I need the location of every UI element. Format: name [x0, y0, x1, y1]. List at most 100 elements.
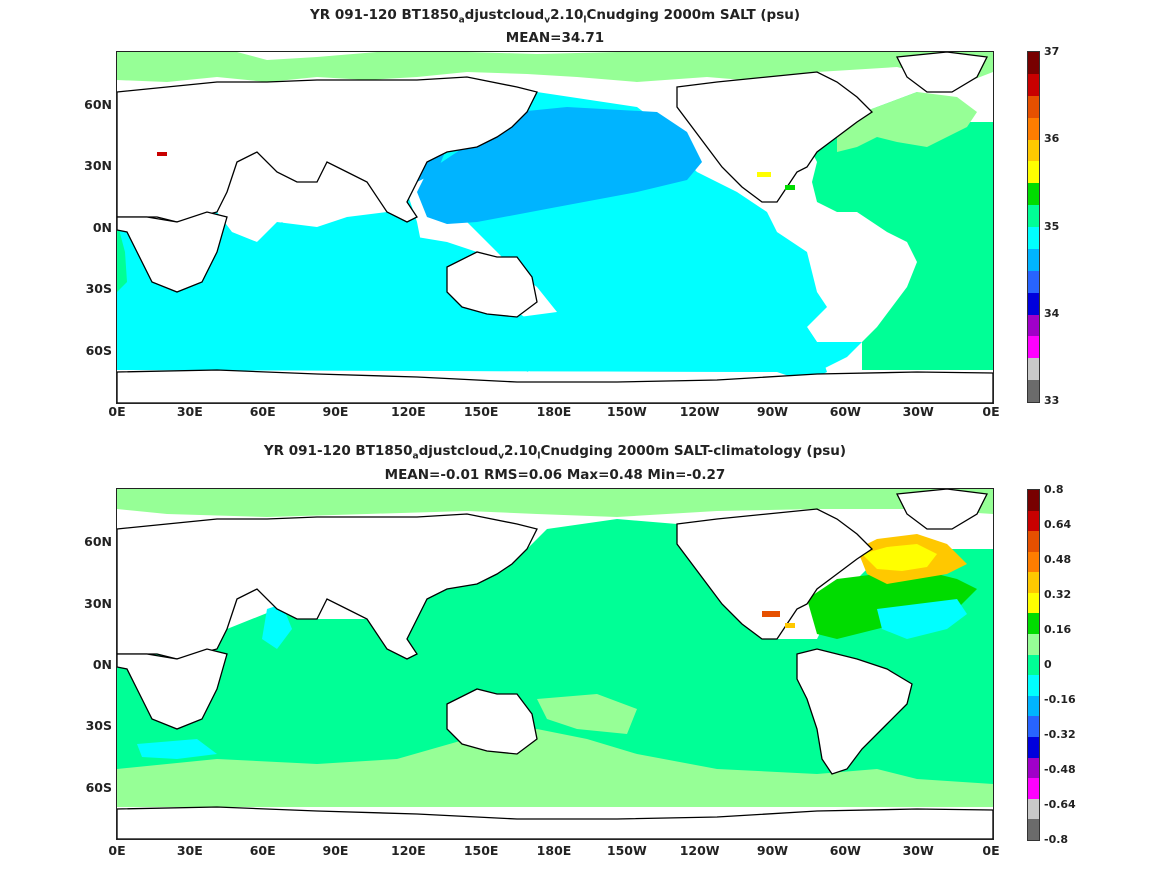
xtick-label: 120E	[391, 843, 426, 858]
xtick-label: 0E	[108, 404, 126, 419]
xtick-label: 120W	[679, 843, 720, 858]
colorbar-swatch	[1028, 819, 1039, 840]
top-land-australia	[446, 251, 538, 318]
bottom-colorbar-label: -0.48	[1044, 763, 1076, 776]
colorbar-swatch	[1028, 73, 1039, 96]
top-ocean-atlantic	[807, 92, 993, 370]
xtick-label: 0E	[982, 843, 1000, 858]
colorbar-swatch	[1028, 336, 1039, 359]
xtick-label: 180E	[536, 404, 572, 419]
top-colorbar-label: 33	[1044, 394, 1060, 407]
bottom-ytick: 30S	[85, 718, 112, 733]
top-ytick: 0N	[92, 220, 112, 235]
colorbar-swatch	[1028, 736, 1039, 758]
bottom-ytick: 30N	[84, 596, 112, 611]
colorbar-swatch	[1028, 205, 1039, 227]
xtick-label: 120E	[391, 404, 426, 419]
bottom-colorbar	[1027, 489, 1040, 841]
colorbar-swatch	[1028, 117, 1039, 140]
top-colorbar-label: 36	[1044, 132, 1060, 145]
colorbar-swatch	[1028, 778, 1039, 799]
xtick-label: 60E	[249, 404, 276, 419]
bottom-ocean-north-atlantic-warm	[807, 569, 977, 639]
colorbar-swatch	[1028, 510, 1039, 532]
colorbar-swatch	[1028, 248, 1039, 271]
bottom-colorbar-label: 0	[1044, 658, 1052, 671]
xtick-label: 180E	[536, 843, 572, 858]
xtick-label: 30E	[176, 404, 203, 419]
bottom-ocean-southern-light	[117, 729, 993, 807]
colorbar-swatch	[1028, 531, 1039, 552]
colorbar-swatch	[1028, 292, 1039, 315]
bottom-title: YR 091-120 BT1850adjustcloudv2.10lCnudgi…	[263, 443, 847, 462]
colorbar-swatch	[1028, 695, 1039, 717]
top-title: YR 091-120 BT1850adjustcloudv2.10lCnudgi…	[309, 7, 801, 26]
bottom-colorbar-label: -0.16	[1044, 693, 1076, 706]
bottom-ytick: 0N	[92, 657, 112, 672]
xtick-label: 60E	[249, 843, 276, 858]
xtick-label: 90W	[756, 404, 789, 419]
colorbar-swatch	[1028, 95, 1039, 118]
bottom-colorbar-label: -0.64	[1044, 798, 1076, 811]
top-map	[116, 51, 994, 404]
xtick-label: 0E	[982, 404, 1000, 419]
colorbar-swatch	[1028, 139, 1039, 162]
top-ocean-arctic	[117, 52, 993, 82]
colorbar-swatch	[1028, 270, 1039, 293]
colorbar-swatch	[1028, 380, 1039, 402]
xtick-label: 150W	[606, 404, 647, 419]
top-ytick: 60N	[84, 97, 112, 112]
bottom-colorbar-label: 0.8	[1044, 483, 1064, 496]
bottom-ocean-base	[117, 519, 993, 807]
colorbar-swatch	[1028, 227, 1039, 249]
colorbar-swatch	[1028, 654, 1039, 676]
bottom-colorbar-label: 0.32	[1044, 588, 1072, 601]
bottom-land-south-america	[796, 648, 913, 775]
top-colorbar	[1027, 51, 1040, 403]
colorbar-swatch	[1028, 161, 1039, 184]
colorbar-swatch	[1028, 613, 1039, 635]
colorbar-swatch	[1028, 572, 1039, 593]
colorbar-swatch	[1028, 592, 1039, 614]
colorbar-swatch	[1028, 183, 1039, 206]
top-land-eurasia-africa	[117, 76, 538, 223]
colorbar-swatch	[1028, 490, 1039, 511]
top-land-north-america	[676, 71, 874, 203]
top-colorbar-label: 35	[1044, 220, 1060, 233]
bottom-ytick: 60N	[84, 534, 112, 549]
bottom-land-antarctica	[117, 806, 993, 839]
xtick-label: 30E	[176, 843, 203, 858]
xtick-label: 150E	[463, 404, 499, 419]
colorbar-swatch	[1028, 798, 1039, 820]
colorbar-swatch	[1028, 314, 1039, 337]
bottom-colorbar-label: 0.48	[1044, 553, 1072, 566]
bottom-land-north-america	[676, 508, 874, 640]
colorbar-swatch	[1028, 675, 1039, 696]
top-land-antarctica	[117, 369, 993, 403]
colorbar-swatch	[1028, 634, 1039, 655]
bottom-ytick: 60S	[85, 780, 112, 795]
colorbar-swatch	[1028, 757, 1039, 779]
xtick-label: 30W	[902, 843, 934, 858]
colorbar-swatch	[1028, 52, 1039, 74]
xtick-label: 60W	[829, 843, 861, 858]
xtick-label: 90E	[322, 843, 349, 858]
bottom-land-australia	[446, 688, 538, 755]
xtick-label: 90W	[756, 843, 789, 858]
xtick-label: 0E	[108, 843, 126, 858]
bottom-stats: MEAN=-0.01 RMS=0.06 Max=0.48 Min=-0.27	[384, 467, 726, 483]
xtick-label: 60W	[829, 404, 861, 419]
colorbar-swatch	[1028, 551, 1039, 573]
top-colorbar-label: 37	[1044, 45, 1060, 58]
xtick-label: 150E	[463, 843, 499, 858]
top-ytick: 30N	[84, 158, 112, 173]
colorbar-swatch	[1028, 716, 1039, 737]
xtick-label: 30W	[902, 404, 934, 419]
bottom-land-eurasia-africa	[117, 513, 538, 660]
xtick-label: 120W	[679, 404, 720, 419]
xtick-label: 90E	[322, 404, 349, 419]
xtick-label: 150W	[606, 843, 647, 858]
bottom-map	[116, 488, 994, 840]
bottom-colorbar-label: 0.64	[1044, 518, 1072, 531]
top-ytick: 60S	[85, 343, 112, 358]
